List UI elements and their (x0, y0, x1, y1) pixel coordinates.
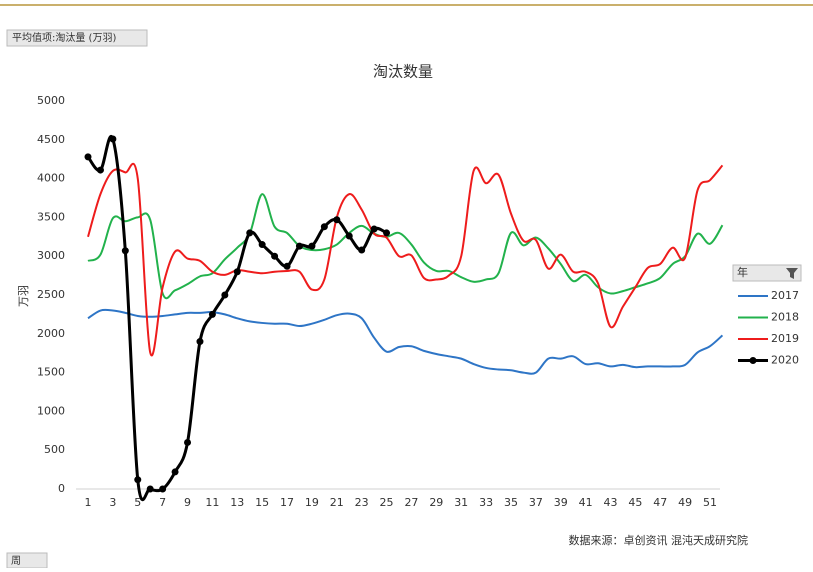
y-tick-label: 2000 (37, 327, 65, 340)
source: 数据来源：卓创资讯 混沌天成研究院 (569, 533, 749, 547)
filter-icon[interactable] (786, 268, 798, 279)
data-point (246, 229, 254, 237)
x-tick-label: 25 (380, 496, 394, 509)
x-tick-label: 23 (355, 496, 369, 509)
x-tick-label: 31 (454, 496, 468, 509)
x-tick-label: 43 (603, 496, 617, 509)
data-point (320, 223, 328, 231)
y-tick-label: 3500 (37, 210, 65, 223)
series-line (87, 308, 724, 375)
series-line (87, 193, 724, 300)
y-tick-label: 500 (44, 443, 65, 456)
legend-label: 2019 (771, 332, 799, 345)
x-tick-label: 5 (134, 496, 141, 509)
legend-marker (749, 357, 757, 364)
x-tick-label: 9 (184, 496, 191, 509)
x-tick-label: 29 (429, 496, 443, 509)
data-point (271, 252, 279, 260)
y-tick-label: 4500 (37, 133, 65, 146)
x-tick-label: 19 (305, 496, 319, 509)
x-tick-label: 11 (205, 496, 219, 509)
y-tick-label: 3000 (37, 249, 65, 262)
y-axis-label: 万羽 (17, 285, 30, 307)
data-point (258, 241, 266, 249)
data-point (221, 291, 229, 299)
x-tick-label: 45 (628, 496, 642, 509)
data-point (358, 246, 366, 254)
y-tick-label: 1000 (37, 404, 65, 417)
chart-title: 淘汰数量 (373, 63, 433, 81)
legend-label: 2017 (771, 289, 799, 302)
data-point (184, 438, 192, 446)
x-tick-label: 7 (159, 496, 166, 509)
y-tick-label: 5000 (37, 94, 65, 107)
y-tick-label: 2500 (37, 288, 65, 301)
legend-filter-button[interactable] (732, 264, 802, 282)
y-tick-label: 1500 (37, 366, 65, 379)
pivot-field-button[interactable] (6, 29, 148, 47)
data-point (84, 153, 92, 161)
data-point (233, 268, 241, 276)
x-tick-label: 37 (529, 496, 543, 509)
y-tick-label: 4000 (37, 172, 65, 185)
x-tick-label: 51 (703, 496, 717, 509)
data-point (333, 216, 341, 224)
series-line (87, 162, 724, 357)
x-tick-label: 35 (504, 496, 518, 509)
data-point (96, 166, 104, 174)
x-field[interactable]: 周 (11, 555, 21, 567)
data-point (345, 232, 353, 240)
x-tick-label: 15 (255, 496, 269, 509)
data-point (208, 310, 216, 318)
y-tick-label: 0 (58, 482, 65, 495)
data-point (159, 485, 167, 493)
x-tick-label: 41 (579, 496, 593, 509)
x-tick-label: 47 (653, 496, 667, 509)
data-point (370, 225, 378, 233)
data-point (196, 338, 204, 346)
x-tick-label: 49 (678, 496, 692, 509)
data-point (295, 242, 303, 250)
data-point (171, 468, 179, 476)
legend-title[interactable]: 年 (737, 265, 748, 279)
x-tick-label: 27 (404, 496, 418, 509)
x-tick-label: 39 (554, 496, 568, 509)
x-tick-label: 1 (85, 496, 92, 509)
data-point (109, 135, 117, 143)
legend-label: 2018 (771, 311, 799, 324)
x-tick-label: 17 (280, 496, 294, 509)
data-point (308, 242, 316, 250)
pivot-field[interactable]: 平均值项:淘汰量 (万羽) (12, 31, 116, 44)
data-point (134, 476, 142, 484)
legend-label: 2020 (771, 354, 799, 367)
data-point (121, 247, 129, 255)
x-tick-label: 33 (479, 496, 493, 509)
data-point (383, 229, 391, 237)
data-point (283, 262, 291, 270)
x-tick-label: 13 (230, 496, 244, 509)
data-point (146, 485, 154, 493)
x-tick-label: 3 (109, 496, 116, 509)
x-tick-label: 21 (330, 496, 344, 509)
